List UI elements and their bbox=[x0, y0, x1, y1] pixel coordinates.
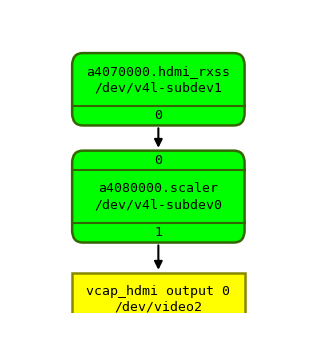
Text: a4070000.hdmi_rxss
/dev/v4l-subdev1: a4070000.hdmi_rxss /dev/v4l-subdev1 bbox=[86, 65, 231, 94]
Text: 0: 0 bbox=[154, 109, 162, 122]
Text: 0: 0 bbox=[154, 154, 162, 167]
FancyBboxPatch shape bbox=[72, 272, 245, 326]
Text: a4080000.scaler
/dev/v4l-subdev0: a4080000.scaler /dev/v4l-subdev0 bbox=[94, 182, 222, 211]
FancyBboxPatch shape bbox=[72, 53, 245, 125]
FancyBboxPatch shape bbox=[72, 151, 245, 243]
Text: vcap_hdmi output 0
/dev/video2: vcap_hdmi output 0 /dev/video2 bbox=[86, 284, 231, 314]
Text: 1: 1 bbox=[154, 226, 162, 239]
